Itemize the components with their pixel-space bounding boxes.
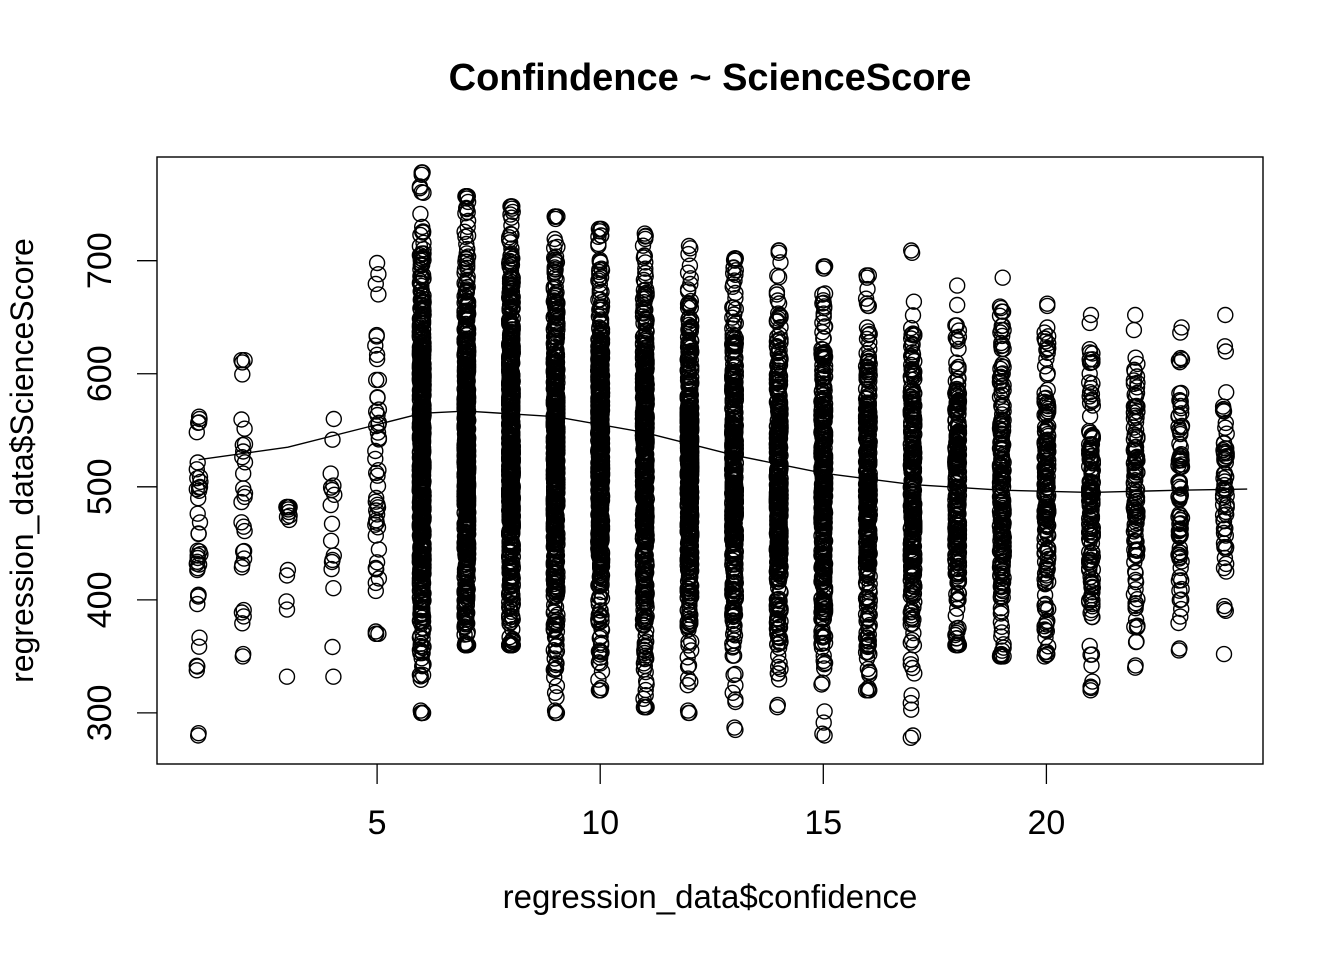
svg-text:700: 700: [81, 232, 119, 289]
svg-text:600: 600: [81, 345, 119, 402]
svg-text:10: 10: [581, 804, 619, 842]
svg-text:regression_data$confidence: regression_data$confidence: [503, 878, 918, 915]
svg-text:300: 300: [81, 685, 119, 742]
svg-text:400: 400: [81, 571, 119, 628]
svg-text:20: 20: [1027, 804, 1065, 842]
svg-text:Confindence ~ ScienceScore: Confindence ~ ScienceScore: [449, 57, 972, 99]
svg-text:15: 15: [804, 804, 842, 842]
svg-text:5: 5: [368, 804, 387, 842]
svg-text:500: 500: [81, 458, 119, 515]
svg-text:regression_data$ScienceScore: regression_data$ScienceScore: [4, 238, 40, 683]
